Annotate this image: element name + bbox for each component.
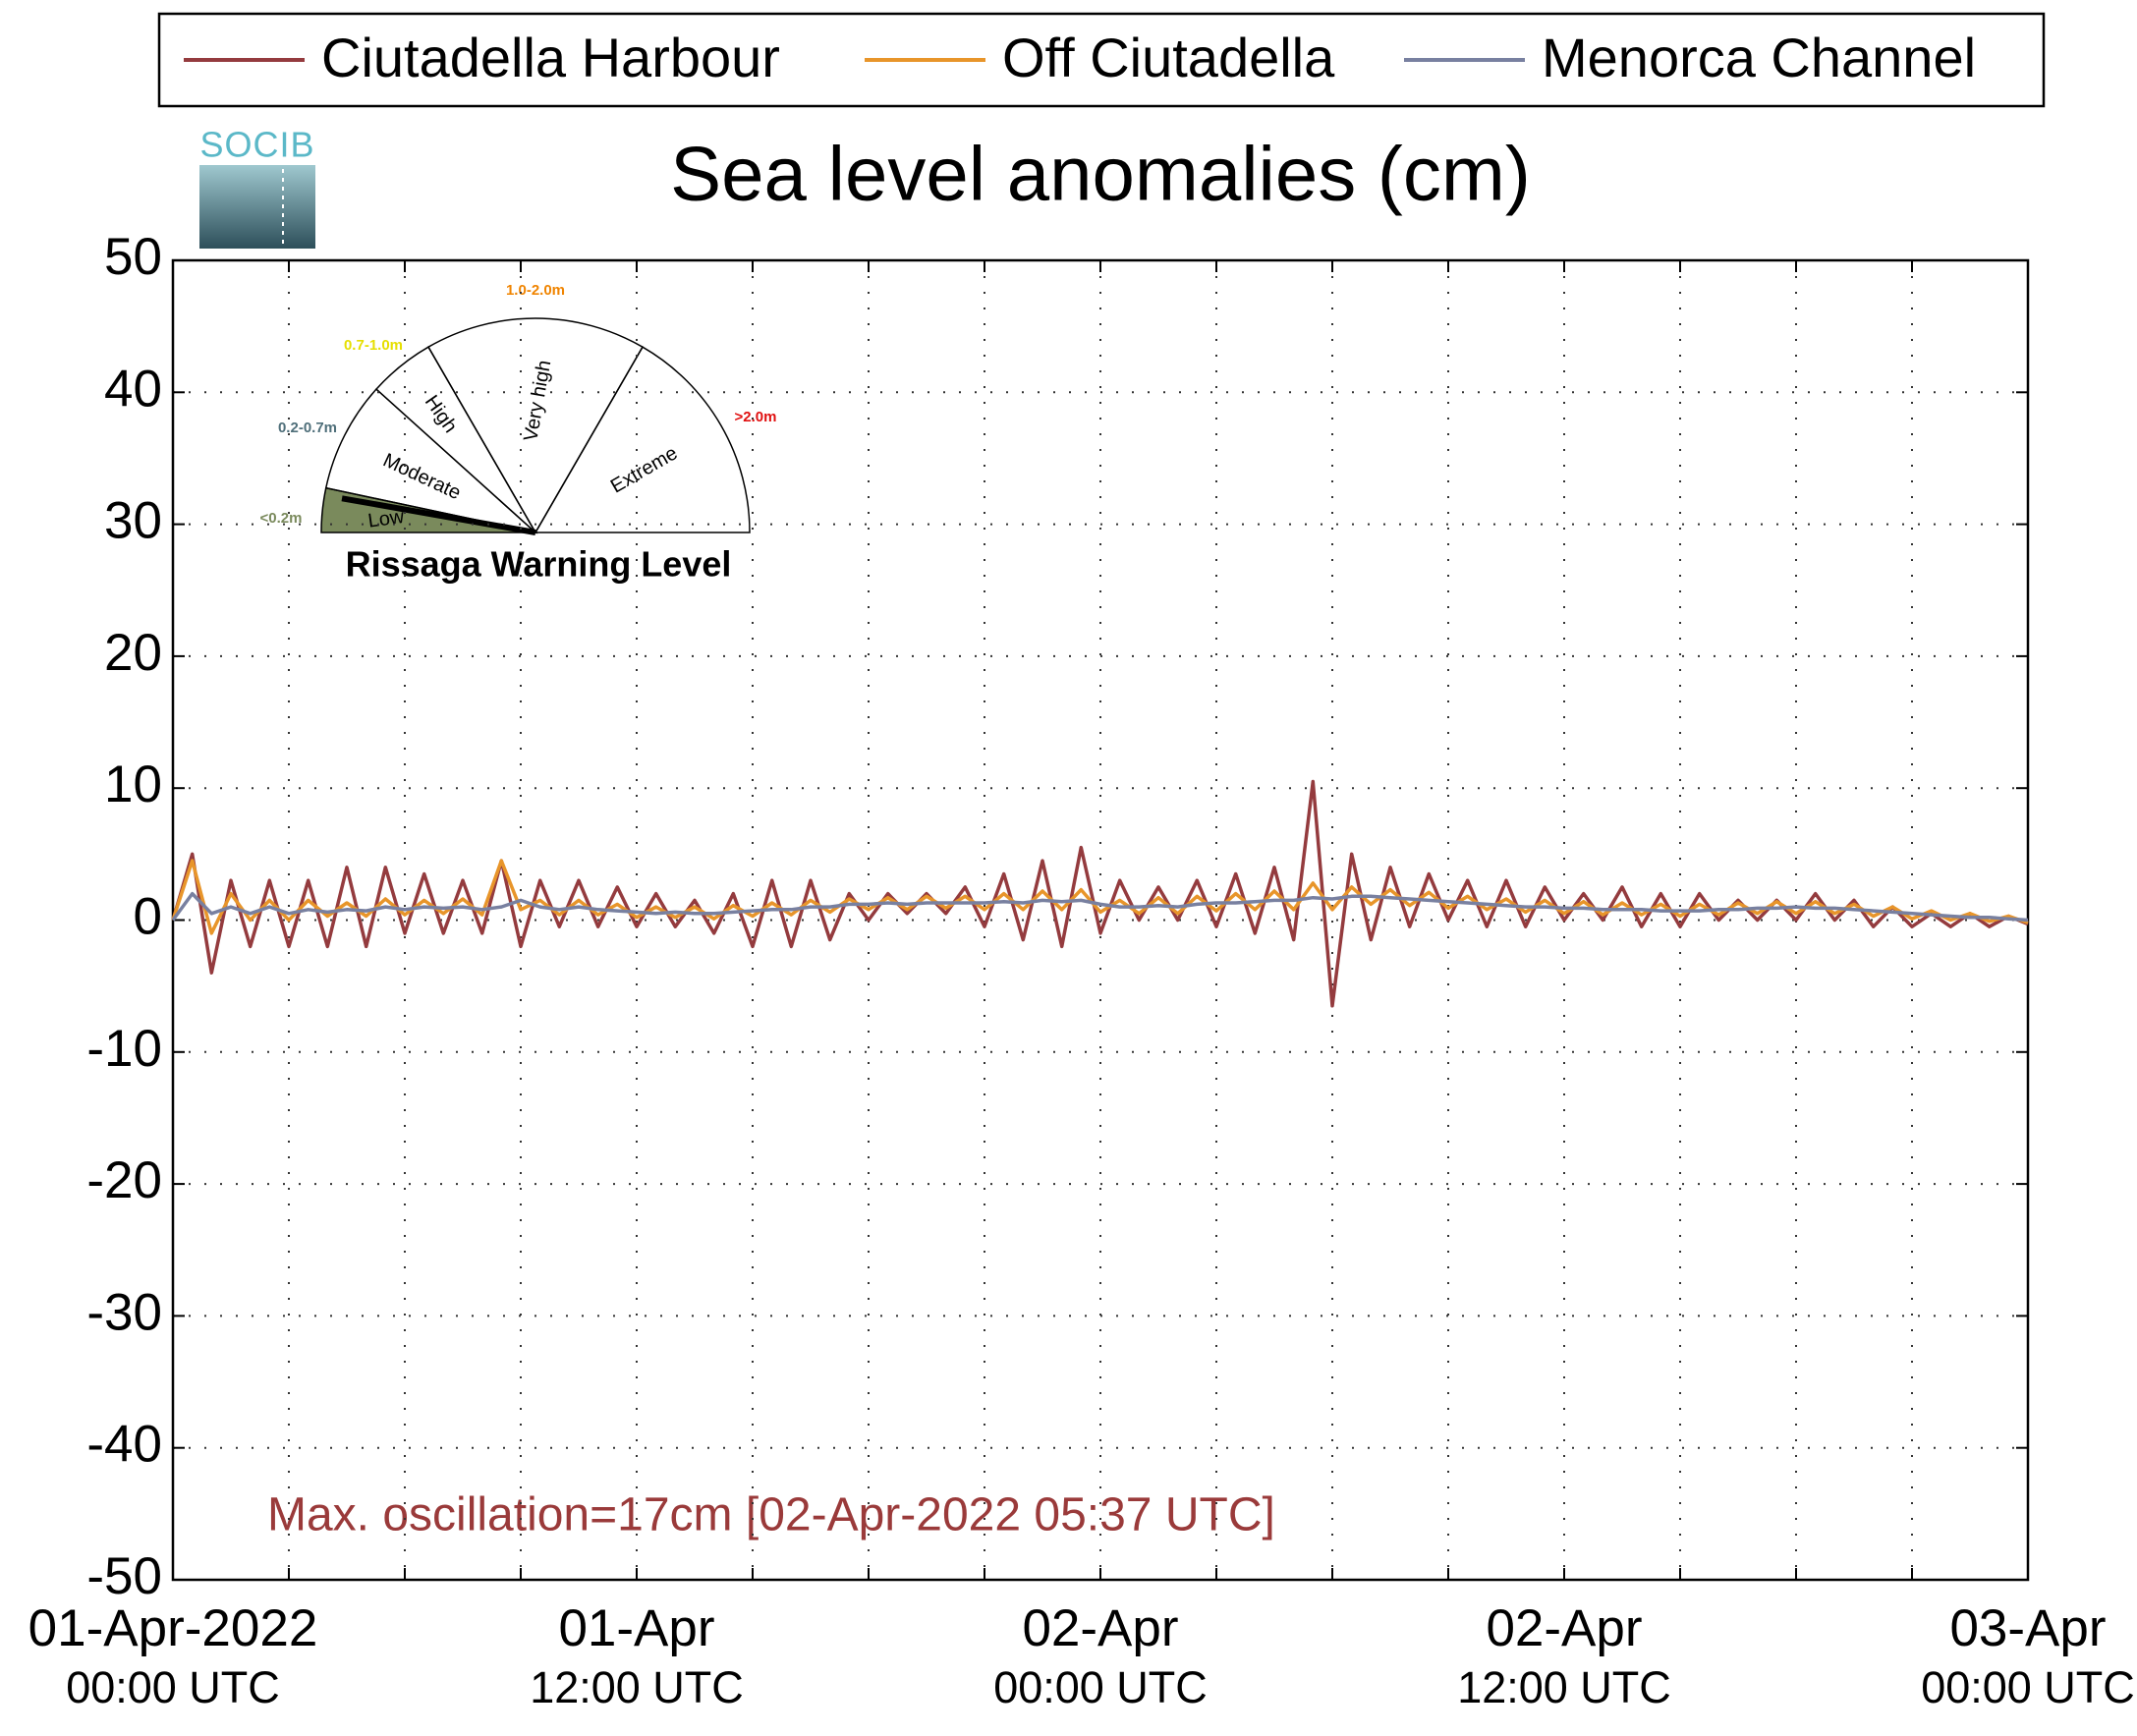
gauge-range-label: 0.2-0.7m (278, 420, 337, 436)
gauge-level-label: Low (366, 506, 406, 532)
series-line (171, 859, 2029, 935)
y-tick-label: 50 (104, 228, 162, 286)
x-tick-label: 01-Apr-2022 (28, 1599, 318, 1657)
gauge-range-label: 1.0-2.0m (506, 282, 565, 299)
x-tick-label: 00:00 UTC (1921, 1662, 2135, 1712)
x-tick-label: 12:00 UTC (1457, 1662, 1671, 1712)
legend-box (157, 12, 2046, 108)
gauge-level-label: Extreme (607, 442, 681, 497)
y-tick-label: 0 (134, 888, 162, 946)
gauge-sector (534, 346, 751, 533)
y-tick-label: -40 (86, 1416, 162, 1474)
legend-label: Off Ciutadella (1002, 27, 1335, 88)
gauge-sector (324, 388, 538, 534)
x-tick-label: 00:00 UTC (993, 1662, 1208, 1712)
y-tick-label: 40 (104, 360, 162, 418)
gauge-range-label: 0.7-1.0m (344, 337, 403, 354)
y-tick-label: -50 (86, 1547, 162, 1605)
x-tick-label: 03-Apr (1949, 1599, 2106, 1657)
gauge-range-label: >2.0m (735, 409, 777, 425)
gauge-needle (341, 495, 536, 535)
logo-text: SOCIB (199, 125, 314, 165)
y-tick-label: 10 (104, 756, 162, 813)
x-tick-label: 02-Apr (1486, 1599, 1642, 1657)
gauge-level-label: Very high (520, 359, 555, 443)
gauge-title: Rissaga Warning Level (346, 544, 732, 585)
y-tick-label: 20 (104, 624, 162, 682)
gauge-sector (426, 317, 645, 534)
series-line (171, 891, 2029, 923)
legend-label: Menorca Channel (1542, 27, 1976, 88)
x-tick-label: 01-Apr (558, 1599, 714, 1657)
chart-title: Sea level anomalies (cm) (670, 131, 1531, 217)
y-tick-label: -10 (86, 1020, 162, 1078)
x-tick-label: 02-Apr (1022, 1599, 1178, 1657)
y-tick-label: 30 (104, 492, 162, 550)
gauge-level-label: High (421, 391, 462, 436)
legend-label: Ciutadella Harbour (321, 27, 780, 88)
annotation: Max. oscillation=17cm [02-Apr-2022 05:37… (267, 1489, 1275, 1541)
gauge-range-label: <0.2m (260, 510, 303, 527)
logo: SOCIB (199, 125, 315, 249)
y-tick-label: -20 (86, 1151, 162, 1209)
logo-wave (199, 165, 315, 249)
x-tick-label: 12:00 UTC (530, 1662, 744, 1712)
y-tick-label: -30 (86, 1283, 162, 1341)
series-line (171, 779, 2029, 1008)
x-tick-label: 00:00 UTC (66, 1662, 280, 1712)
